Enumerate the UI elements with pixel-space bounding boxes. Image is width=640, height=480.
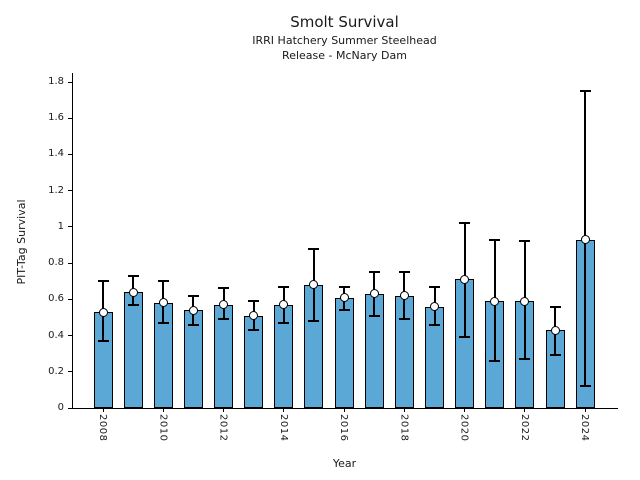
y-tick-label: 1.2 <box>48 184 64 196</box>
x-tick-label: 2020 <box>458 414 470 442</box>
y-tick-mark <box>68 81 72 83</box>
data-marker-2016 <box>339 293 349 303</box>
bar-2009 <box>123 292 143 408</box>
chart-subtitle-line1: IRRI Hatchery Summer Steelhead <box>252 34 437 47</box>
data-marker-2017 <box>369 289 379 299</box>
error-bar-cap-bottom-2020 <box>459 336 471 339</box>
error-bar-cap-top-2008 <box>97 280 109 283</box>
error-bar-cap-top-2014 <box>278 285 290 288</box>
error-bar-cap-bottom-2018 <box>398 318 410 321</box>
error-bar-cap-top-2010 <box>157 280 169 283</box>
data-marker-2013 <box>249 311 259 321</box>
data-marker-2023 <box>550 325 560 335</box>
x-tick-label: 2014 <box>277 414 289 442</box>
y-tick-label: 0.6 <box>48 293 64 305</box>
data-marker-2014 <box>279 300 289 310</box>
y-tick-mark <box>68 262 72 264</box>
y-tick-mark <box>68 226 72 228</box>
x-tick-mark <box>403 408 405 412</box>
error-bar-cap-top-2018 <box>398 271 410 274</box>
error-bar-cap-top-2012 <box>218 287 230 290</box>
error-bar-cap-bottom-2010 <box>157 321 169 324</box>
x-tick-mark <box>524 408 526 412</box>
error-bar-cap-bottom-2017 <box>368 314 380 317</box>
data-marker-2021 <box>490 296 500 306</box>
x-tick-mark <box>162 408 164 412</box>
error-bar-cap-bottom-2022 <box>519 358 531 361</box>
error-bar-cap-bottom-2013 <box>248 329 260 332</box>
error-bar-cap-bottom-2019 <box>429 323 441 326</box>
data-marker-2019 <box>430 302 440 312</box>
error-bar-cap-bottom-2015 <box>308 320 320 323</box>
y-tick-label: 1 <box>57 220 64 232</box>
y-tick-label: 0.8 <box>48 257 64 269</box>
data-marker-2020 <box>460 274 470 284</box>
error-bar-cap-top-2016 <box>338 285 350 288</box>
chart-title: Smolt Survival <box>290 13 399 31</box>
x-tick-mark <box>102 408 104 412</box>
x-tick-label: 2016 <box>338 414 350 442</box>
x-tick-label: 2012 <box>217 414 229 442</box>
x-tick-mark <box>464 408 466 412</box>
y-tick-mark <box>68 190 72 192</box>
error-bar-cap-top-2021 <box>489 238 501 241</box>
error-bar-cap-bottom-2012 <box>218 318 230 321</box>
data-marker-2024 <box>580 235 590 245</box>
x-tick-mark <box>283 408 285 412</box>
data-marker-2011 <box>188 305 198 315</box>
error-bar-cap-top-2024 <box>579 90 591 93</box>
y-tick-mark <box>68 335 72 337</box>
error-bar-cap-bottom-2008 <box>97 340 109 342</box>
data-marker-2008 <box>98 307 108 317</box>
y-tick-mark <box>68 371 72 373</box>
error-bar-cap-bottom-2021 <box>489 359 501 362</box>
error-bar-cap-top-2022 <box>519 240 531 243</box>
error-bar-cap-top-2019 <box>429 285 441 288</box>
y-tick-label: 1.4 <box>48 148 64 160</box>
error-bar-cap-bottom-2014 <box>278 321 290 324</box>
y-tick-label: 1.6 <box>48 112 64 124</box>
data-marker-2010 <box>158 298 168 308</box>
error-bar-cap-top-2015 <box>308 247 320 250</box>
y-tick-label: 0.2 <box>48 365 64 377</box>
data-marker-2009 <box>128 287 138 297</box>
error-bar-cap-bottom-2023 <box>549 354 561 357</box>
x-tick-mark <box>223 408 225 412</box>
y-tick-mark <box>68 117 72 119</box>
data-marker-2018 <box>399 291 409 301</box>
x-tick-label: 2024 <box>579 414 591 442</box>
error-bar-cap-bottom-2009 <box>127 303 139 306</box>
error-bar-cap-top-2020 <box>459 222 471 225</box>
plot-area <box>72 73 618 409</box>
x-tick-mark <box>584 408 586 412</box>
y-tick-mark <box>68 298 72 300</box>
error-bar-cap-bottom-2011 <box>187 323 199 326</box>
chart-subtitle-line2: Release - McNary Dam <box>282 49 407 62</box>
x-tick-label: 2008 <box>97 414 108 442</box>
x-tick-label: 2010 <box>157 414 169 442</box>
y-axis-label: PIT-Tag Survival <box>15 199 28 285</box>
x-tick-label: 2022 <box>518 414 530 442</box>
x-tick-label: 2018 <box>398 414 410 442</box>
y-tick-mark <box>68 407 72 409</box>
error-bar-cap-top-2023 <box>549 305 561 308</box>
x-axis-label: Year <box>332 457 357 470</box>
data-marker-2015 <box>309 280 319 290</box>
data-marker-2022 <box>520 296 530 306</box>
error-bar-cap-top-2013 <box>248 300 260 303</box>
y-tick-mark <box>68 153 72 155</box>
x-tick-mark <box>343 408 345 412</box>
error-bar-cap-bottom-2016 <box>338 309 350 312</box>
data-marker-2012 <box>219 300 229 310</box>
error-bar-cap-top-2011 <box>187 294 199 297</box>
bar-2016 <box>334 297 354 408</box>
y-tick-label: 1.8 <box>48 76 64 88</box>
y-tick-label: 0 <box>57 402 64 413</box>
error-bar-cap-top-2017 <box>368 271 380 274</box>
y-tick-label: 0.4 <box>48 329 64 341</box>
error-bar-cap-top-2009 <box>127 274 139 277</box>
error-bar-cap-bottom-2024 <box>579 385 591 388</box>
